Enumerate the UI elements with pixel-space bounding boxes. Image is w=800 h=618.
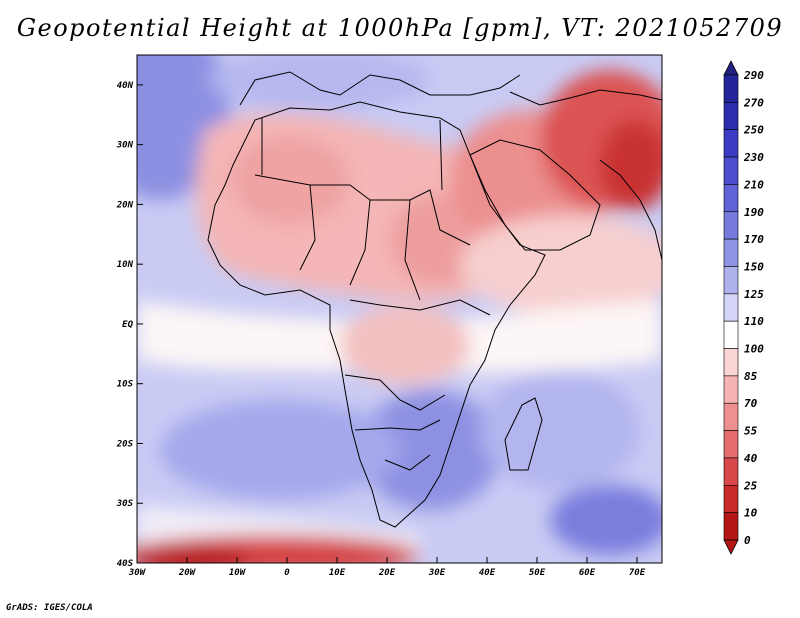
coastlines	[207, 71, 662, 528]
lat-tick-label: EQ	[122, 320, 133, 330]
colorbar-swatch	[723, 74, 739, 103]
colorbar-swatch	[723, 266, 739, 295]
lat-tick-label: 20N	[116, 200, 134, 210]
colorbar-swatch	[723, 430, 739, 459]
lat-tick-label: 30S	[116, 499, 134, 509]
colorbar-label: 270	[743, 96, 764, 109]
height-field	[137, 55, 662, 563]
colorbar-label: 190	[744, 206, 764, 219]
colorbar-swatch	[723, 211, 739, 240]
colorbar-top-arrow	[723, 60, 739, 76]
colorbar-swatch	[723, 293, 739, 322]
colorbar-swatch	[723, 320, 739, 349]
colorbar-label: 125	[744, 288, 764, 301]
lat-tick-label: 40S	[117, 559, 134, 569]
colorbar-swatch	[723, 348, 739, 377]
colorbar-label: 290	[743, 69, 764, 82]
page-title: Geopotential Height at 1000hPa [gpm], VT…	[16, 14, 784, 42]
colorbar-label: 110	[744, 315, 764, 328]
lon-tick-label: 60E	[579, 568, 596, 578]
lat-tick-label: 30N	[116, 141, 134, 151]
colorbar-label: 100	[744, 343, 764, 356]
lat-tick-label: 10N	[117, 260, 134, 270]
colorbar-label: 40	[744, 452, 758, 465]
lon-tick-label: 20W	[178, 568, 197, 578]
colorbar-swatch	[723, 238, 739, 267]
colorbar-label: 210	[743, 178, 764, 191]
lon-tick-label: 20E	[378, 568, 396, 578]
colorbar-label: 150	[744, 260, 764, 273]
lat-tick-label: 10S	[117, 380, 134, 390]
lon-tick-label: 10E	[329, 568, 346, 578]
lon-tick-label: 30E	[428, 568, 446, 578]
colorbar-label: 10	[744, 507, 758, 520]
colorbar-swatch	[723, 156, 739, 185]
colorbar-swatch	[723, 512, 739, 541]
colorbar-label: 250	[743, 124, 764, 137]
lat-tick-label: 20S	[116, 439, 134, 449]
lon-tick-label: 40E	[479, 568, 496, 578]
colorbar-swatch	[723, 102, 739, 131]
colorbar-swatch	[723, 184, 739, 213]
colorbar-swatch	[723, 129, 739, 158]
lon-tick-label: 50E	[529, 568, 546, 578]
colorbar-label: 230	[743, 151, 764, 164]
colorbar-label: 85	[744, 370, 758, 383]
colorbar-swatch	[723, 375, 739, 404]
colorbar-swatch	[723, 457, 739, 486]
lon-tick-label: 70E	[629, 568, 646, 578]
lon-tick-label: 30W	[128, 568, 147, 578]
map-frame	[136, 54, 663, 564]
colorbar-label: 0	[744, 534, 751, 547]
colorbar-swatch	[723, 484, 739, 513]
colorbar-label: 70	[744, 397, 758, 410]
colorbar-label: 170	[744, 233, 764, 246]
lat-tick-label: 40N	[117, 81, 134, 91]
lon-tick-label: 10W	[229, 568, 247, 578]
colorbar-label: 25	[743, 479, 758, 492]
footer-credit: GrADS: IGES/COLA	[6, 603, 93, 613]
axis-ticks: 30W 20W 10W 0 10E 20E 30E 40E 50E 60E 70E 40N 30N 20N…	[116, 81, 646, 578]
colorbar-label: 55	[744, 425, 758, 438]
colorbar-swatch	[723, 402, 739, 431]
colorbar: 2902702502302101901701501251101008570554…	[723, 60, 764, 555]
colorbar-bottom-arrow	[723, 539, 739, 555]
lon-tick-label: 0	[284, 568, 290, 578]
